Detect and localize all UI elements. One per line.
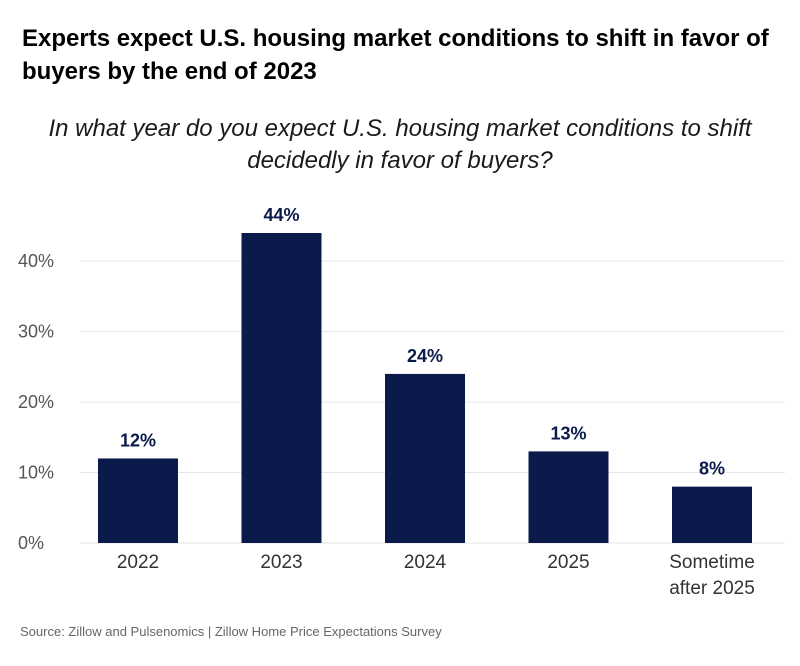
bar-2025 (528, 451, 609, 543)
bar-2023 (241, 233, 322, 543)
source-note: Source: Zillow and Pulsenomics | Zillow … (20, 624, 442, 639)
data-label: 8% (699, 459, 725, 479)
data-label: 13% (550, 423, 586, 443)
x-tick-label: Sometime after 2025 (669, 552, 755, 599)
y-tick-label: 20% (18, 392, 54, 412)
x-tick-label: 2024 (404, 552, 447, 573)
chart-subtitle: In what year do you expect U.S. housing … (48, 115, 752, 174)
bar-2022 (98, 458, 178, 543)
y-tick-label: 0% (18, 533, 44, 553)
bar-chart: 0% 10% 20% 30% 40% 12% 2022 44% 2023 24% 2024 13% 20… (18, 205, 785, 599)
data-label: 44% (263, 205, 299, 225)
chart-title: Experts expect U.S. housing market condi… (22, 25, 769, 85)
data-label: 12% (120, 430, 156, 450)
y-tick-label: 10% (18, 463, 54, 483)
x-tick-label: 2023 (260, 552, 302, 573)
x-tick-label: 2025 (547, 552, 589, 573)
bar-sometime-after-2025 (672, 486, 752, 543)
y-tick-label: 40% (18, 251, 54, 271)
y-tick-label: 30% (18, 322, 54, 342)
bar-2024 (385, 373, 465, 543)
x-tick-label: 2022 (117, 552, 159, 573)
data-label: 24% (407, 346, 443, 366)
